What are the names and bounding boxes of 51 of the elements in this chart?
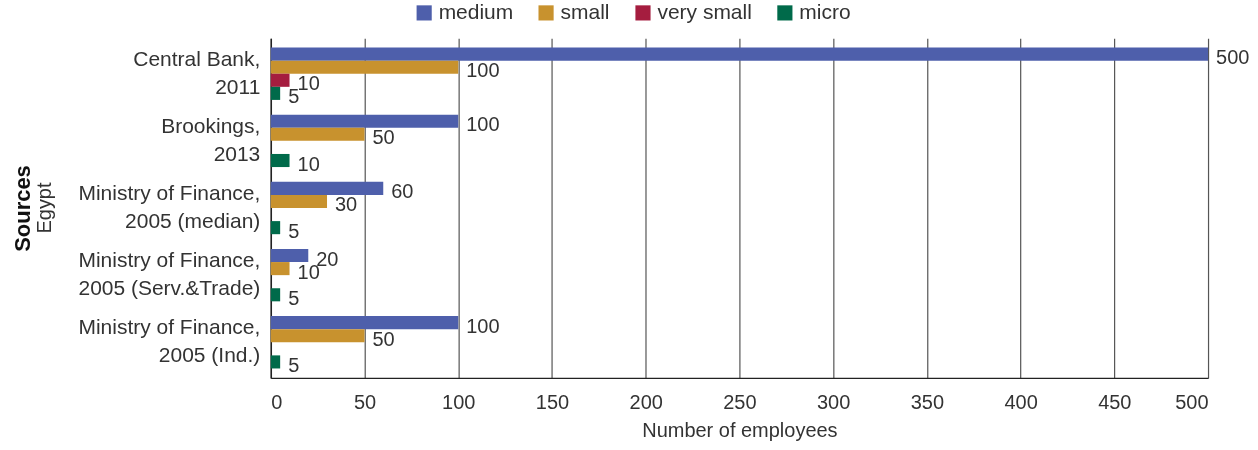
data-label: 5 — [288, 85, 300, 108]
bar — [270, 181, 384, 195]
bar — [270, 153, 290, 168]
legend-label: medium — [438, 0, 514, 23]
data-label: 100 — [466, 113, 500, 136]
bar — [270, 262, 290, 276]
x-tick-label: 250 — [723, 391, 757, 414]
x-tick-label: 200 — [629, 391, 663, 414]
bar — [270, 221, 281, 235]
x-tick-label: 0 — [271, 391, 283, 414]
bar — [270, 114, 459, 128]
bar — [270, 316, 459, 330]
bar — [270, 60, 459, 74]
x-tick-label: 450 — [1098, 391, 1132, 414]
x-tick-label: 400 — [1004, 391, 1038, 414]
y-tick-label: Ministry of Finance, 2005 (Serv.&Trade) — [78, 248, 261, 300]
legend-label: very small — [657, 0, 752, 23]
data-label: 10 — [297, 152, 320, 175]
y-tick-label: Ministry of Finance, 2005 (Ind.) — [78, 315, 261, 367]
x-tick-label: 300 — [816, 391, 851, 414]
data-label: 30 — [335, 193, 358, 216]
data-label: 5 — [288, 353, 300, 376]
data-label: 10 — [297, 72, 320, 95]
data-label: 100 — [466, 314, 500, 337]
bar — [270, 47, 1209, 61]
y-tick-label: Brookings, 2013 — [161, 113, 261, 165]
legend-label: micro — [799, 0, 851, 23]
bar — [270, 329, 365, 343]
bar — [270, 127, 365, 141]
bar — [270, 248, 309, 263]
data-label: 50 — [372, 327, 395, 350]
x-tick-label: 350 — [910, 391, 945, 414]
data-label: 100 — [466, 59, 500, 82]
data-label: 5 — [288, 219, 300, 242]
x-tick-label: 100 — [442, 391, 476, 414]
data-label: 500 — [1216, 46, 1250, 69]
x-tick-label: 50 — [353, 391, 377, 414]
x-axis-title: Number of employees — [642, 419, 838, 442]
bar — [270, 355, 281, 369]
bar — [270, 288, 281, 302]
x-tick-label: 150 — [535, 391, 570, 414]
y-tick-label: Ministry of Finance, 2005 (median) — [78, 181, 261, 232]
legend-label: small — [560, 0, 610, 23]
data-label: 5 — [288, 286, 300, 309]
x-tick-label: 500 — [1175, 391, 1209, 414]
data-label: 50 — [372, 126, 395, 149]
bar — [270, 73, 290, 87]
data-label: 60 — [391, 180, 414, 203]
bar — [270, 194, 328, 209]
bar — [270, 86, 281, 100]
y-tick-label: Central Bank, 2011 — [133, 46, 261, 98]
